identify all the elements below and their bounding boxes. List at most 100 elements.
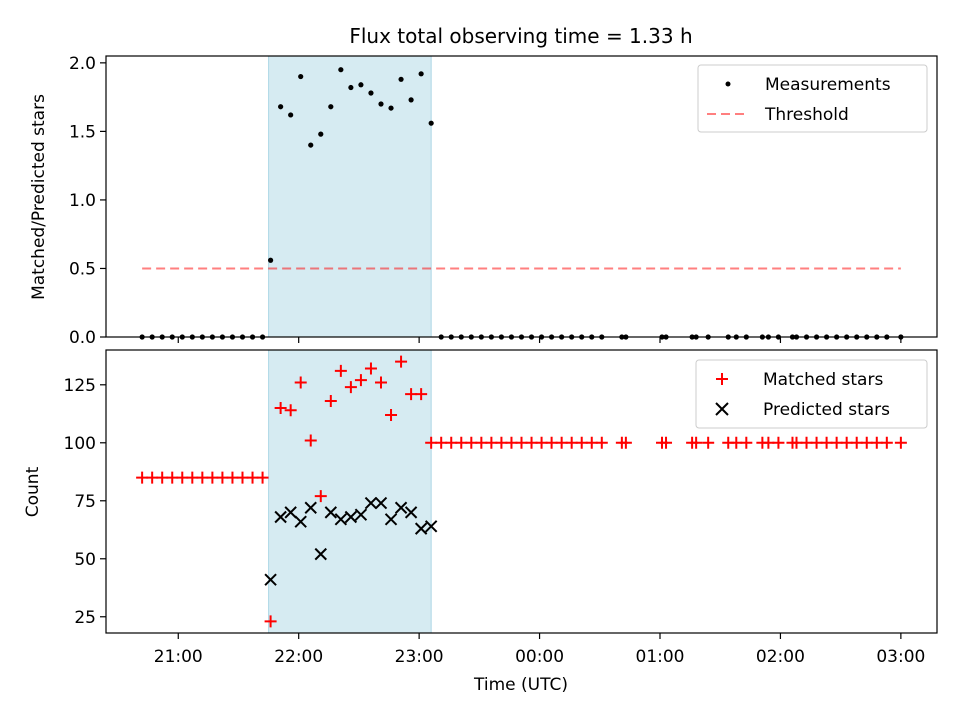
matched-point [236, 471, 249, 484]
matched-point [485, 436, 498, 449]
matched-point [186, 471, 199, 484]
matched-point [702, 436, 715, 449]
predicted-point [374, 496, 388, 510]
matched-point [800, 436, 813, 449]
matched-point [435, 436, 448, 449]
matched-point [304, 434, 317, 447]
matched-point [595, 436, 608, 449]
matched-point [445, 436, 458, 449]
matched-point [284, 404, 297, 417]
matched-point [505, 436, 518, 449]
matched-point [425, 436, 438, 449]
highlight-span [268, 55, 432, 338]
predicted-point [424, 520, 438, 533]
measurement-point [358, 82, 364, 88]
matched-point [619, 436, 632, 449]
chart-title: Flux total observing time = 1.33 h [349, 24, 692, 48]
x-tick-label: 02:00 [756, 647, 805, 667]
predicted-point [324, 506, 338, 519]
matched-point [136, 471, 149, 484]
matched-point [545, 436, 558, 449]
y-tick-label: 0.5 [69, 259, 96, 279]
predicted-point [384, 513, 398, 526]
predicted-point [304, 501, 317, 514]
predicted-point [364, 496, 378, 510]
matched-point [206, 471, 219, 484]
matched-point [830, 436, 843, 449]
measurement-point [308, 142, 314, 148]
matched-point [334, 364, 347, 377]
matched-point [156, 471, 169, 484]
y-axis-label: Matched/Predicted stars [29, 94, 49, 300]
matched-point [216, 471, 229, 484]
y-tick-label: 1.0 [69, 191, 96, 211]
matched-point [475, 436, 488, 449]
matched-point [324, 395, 337, 408]
x-axis-ticks: 21:00 22:00 23:00 00:00 01:00 02:00 03:00 [154, 633, 925, 667]
legend-box [695, 359, 928, 429]
y-axis-label: Count [23, 466, 43, 517]
matched-point [455, 436, 468, 449]
matched-point [146, 471, 159, 484]
predicted-point [404, 506, 418, 519]
y-tick-label: 50 [74, 550, 96, 570]
x-axis-label: Time (UTC) [473, 675, 568, 695]
legend-matched-marker [716, 373, 728, 385]
matched-point [294, 376, 307, 389]
matched-point [465, 436, 478, 449]
matched-point [354, 374, 367, 387]
measurement-point [278, 104, 284, 110]
y-tick-label: 0.0 [69, 328, 96, 348]
plot-frame [105, 55, 938, 338]
matched-point [740, 436, 753, 449]
measurement-point [318, 131, 324, 137]
matched-point [555, 436, 568, 449]
measurement-point [298, 73, 304, 80]
matched-point [385, 408, 398, 421]
legend-box [697, 64, 928, 133]
y-tick-label: 100 [64, 434, 96, 454]
predicted-point [334, 513, 348, 526]
measurement-point [368, 90, 374, 96]
matched-point [364, 362, 377, 375]
y-tick-label: 75 [74, 492, 96, 512]
matched-point [880, 436, 893, 449]
matched-points [136, 355, 907, 628]
matched-point [565, 436, 578, 449]
highlight-span [268, 349, 432, 634]
matched-point [762, 436, 775, 449]
predicted-point [314, 547, 327, 561]
matched-point [730, 436, 743, 449]
matched-point [344, 381, 357, 394]
matched-point [264, 615, 277, 628]
matched-point [314, 490, 327, 503]
matched-point [415, 388, 428, 401]
matched-point [660, 436, 673, 449]
x-tick-label: 00:00 [515, 647, 564, 667]
y-tick-label: 2.0 [69, 54, 96, 74]
matched-point [196, 471, 209, 484]
measurement-point [328, 104, 334, 110]
measurement-point [348, 84, 354, 91]
measurement-point [428, 120, 434, 126]
measurement-point [388, 105, 394, 111]
x-tick-label: 01:00 [636, 647, 685, 667]
matched-point [850, 436, 863, 449]
matched-point [810, 436, 823, 449]
matched-point [790, 436, 803, 449]
matched-point [176, 471, 189, 484]
measurement-point [418, 71, 424, 77]
matched-point [525, 436, 538, 449]
x-tick-label: 03:00 [876, 647, 925, 667]
legend-measurements-label: Measurements [765, 75, 891, 95]
measurement-point [398, 76, 404, 82]
matched-point [515, 436, 528, 449]
matched-point [535, 436, 548, 449]
legend-predicted-label: Predicted stars [763, 400, 890, 420]
matched-point [405, 388, 418, 401]
measurement-point [378, 101, 384, 107]
matched-point [894, 436, 907, 449]
predicted-point [294, 515, 307, 528]
matched-point [226, 471, 239, 484]
